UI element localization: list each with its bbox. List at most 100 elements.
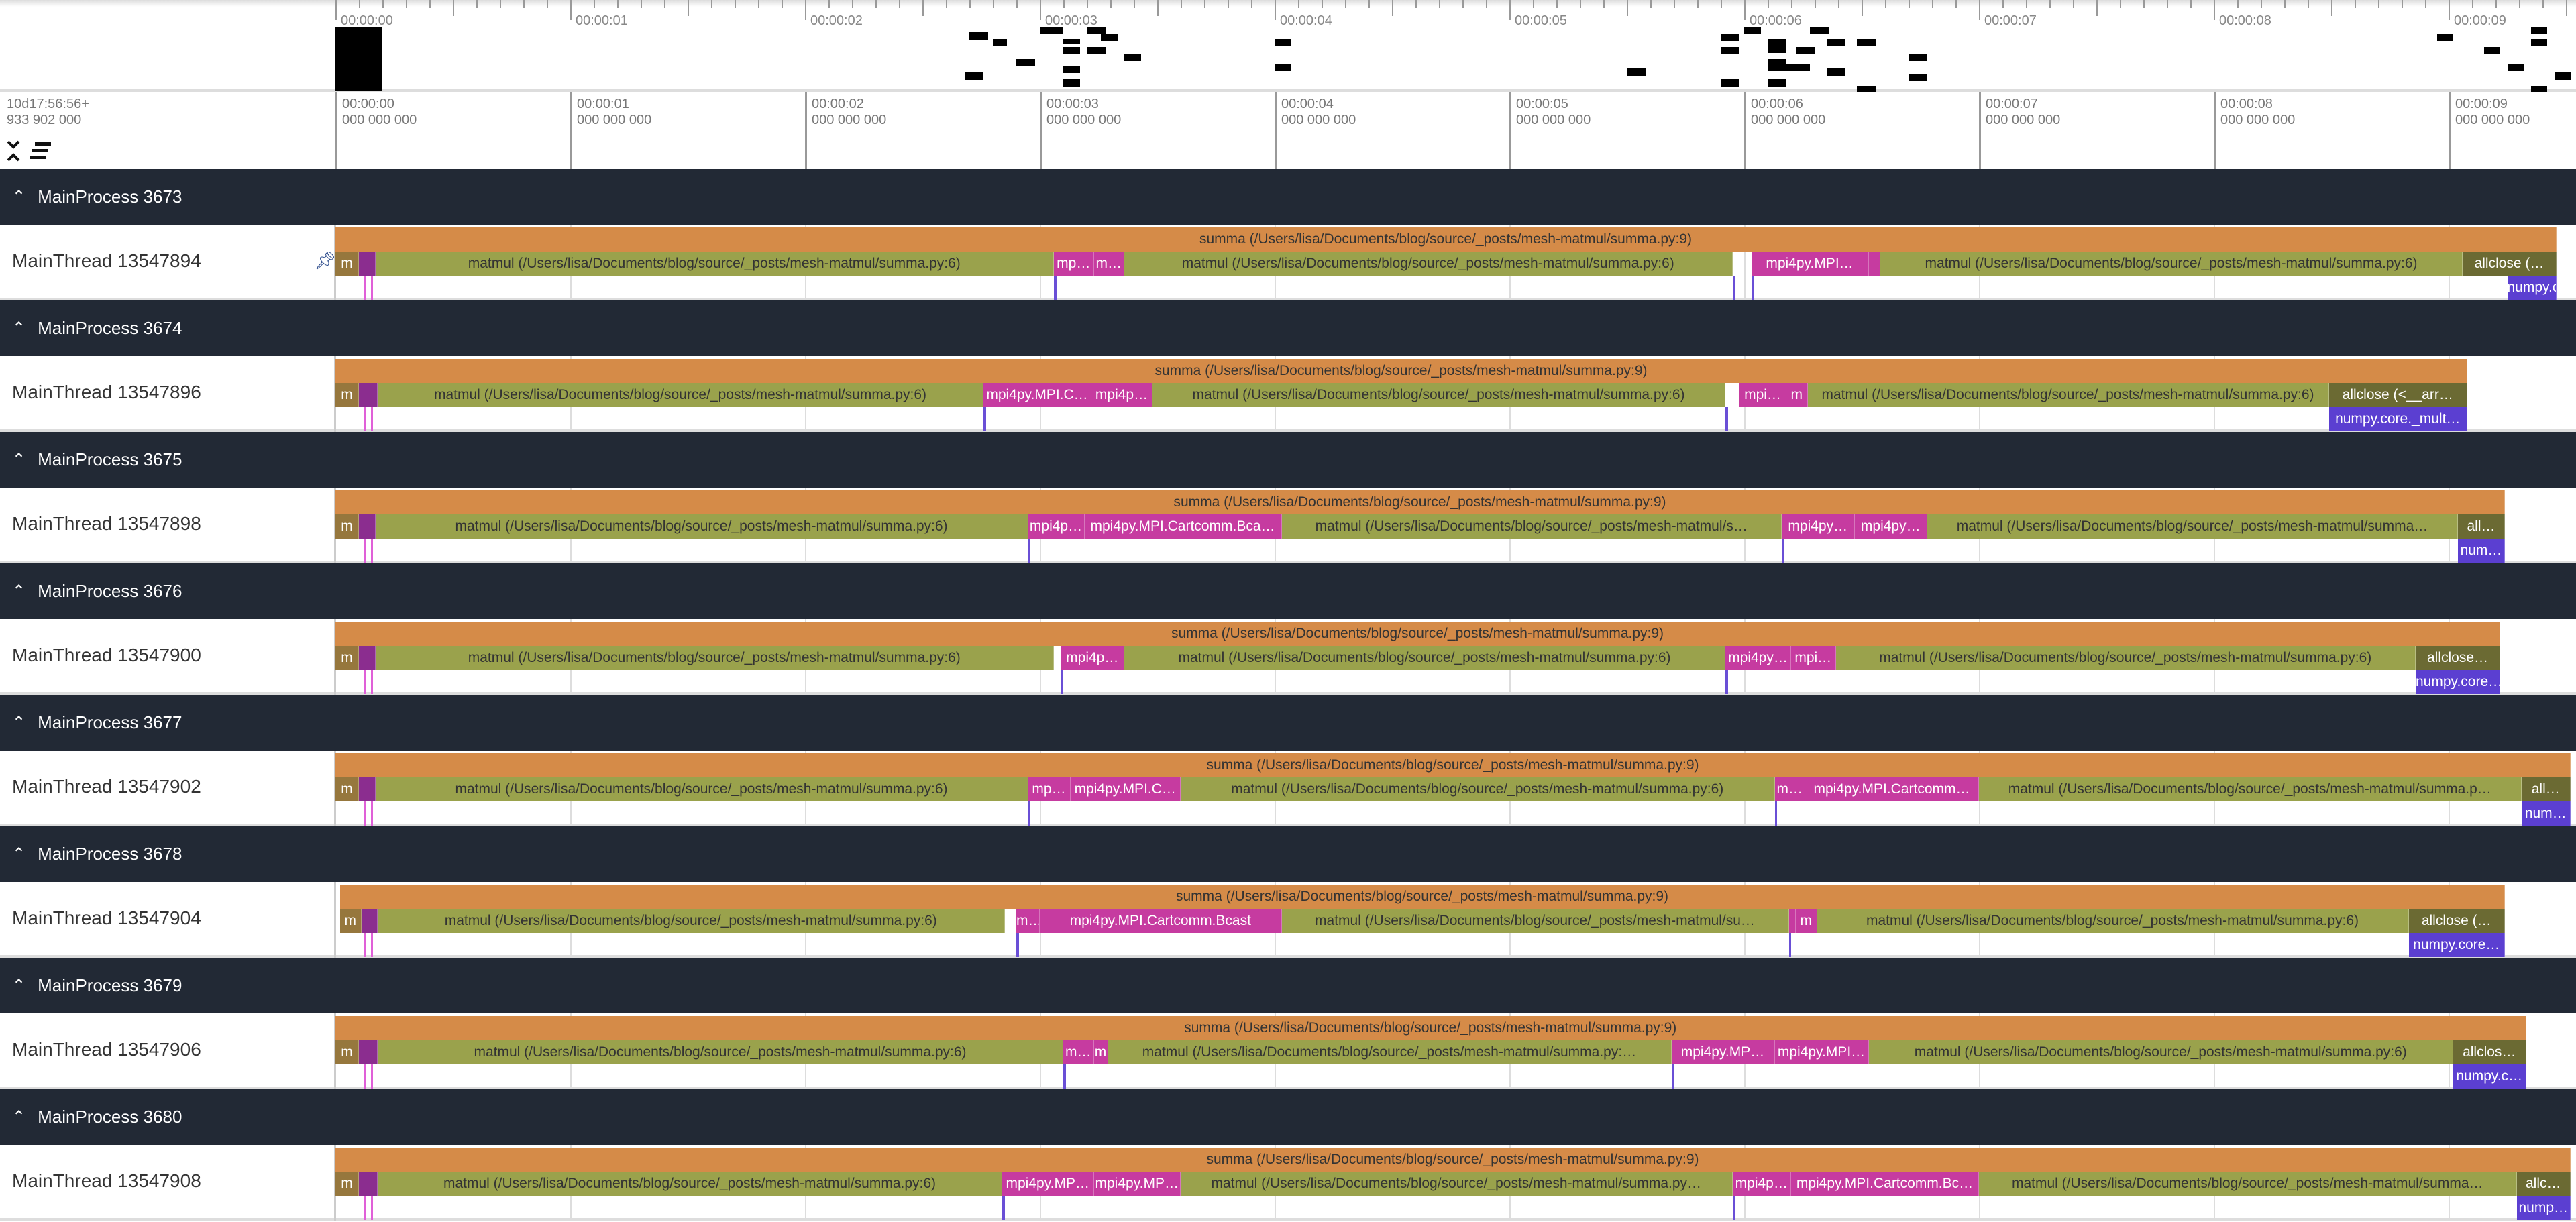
- flow-marker[interactable]: [1028, 801, 1030, 826]
- slice-allclose[interactable]: allclose (…: [2408, 909, 2505, 933]
- chevron-up-icon[interactable]: ⌃: [12, 714, 26, 732]
- chevron-up-icon[interactable]: ⌃: [12, 451, 26, 469]
- slice-matmul[interactable]: matmul (/Users/lisa/Documents/blog/sourc…: [1927, 514, 2458, 539]
- slice-numpy[interactable]: numpy.core…: [2416, 670, 2500, 694]
- chevron-up-icon[interactable]: ⌃: [12, 319, 26, 337]
- chevron-up-icon[interactable]: ⌃: [12, 845, 26, 863]
- process-header[interactable]: ⌃ MainProcess 3677: [0, 695, 2576, 751]
- thread-track[interactable]: MainThread 13547906 summa (/Users/lisa/Do…: [0, 1013, 2576, 1089]
- process-header[interactable]: ⌃ MainProcess 3680: [0, 1089, 2576, 1145]
- slice-summa[interactable]: summa (/Users/lisa/Documents/blog/source…: [335, 227, 2557, 252]
- slice-mpi[interactable]: mpi4py.MPI.C…: [983, 383, 1091, 407]
- flow-marker[interactable]: [983, 407, 986, 431]
- slice-matmul[interactable]: matmul (/Users/lisa/Documents/blog/sourc…: [1979, 777, 2522, 801]
- slice-m[interactable]: m: [335, 646, 359, 670]
- slice-allclose[interactable]: allclose (…: [2463, 252, 2557, 276]
- slice-mpi[interactable]: mpi4py.MPI.C…: [1070, 777, 1181, 801]
- slice-m[interactable]: m: [335, 1172, 359, 1196]
- flow-marker[interactable]: [1732, 276, 1735, 300]
- slice-matmul[interactable]: matmul (/Users/lisa/Documents/blog/sourc…: [1868, 1040, 2453, 1064]
- slice-mpi[interactable]: mpi4py…: [1725, 646, 1791, 670]
- slice-matmul[interactable]: matmul (/Users/lisa/Documents/blog/sourc…: [1108, 1040, 1672, 1064]
- slice-summa[interactable]: summa (/Users/lisa/Documents/blog/source…: [335, 1148, 2571, 1172]
- chevron-up-icon[interactable]: ⌃: [12, 1108, 26, 1126]
- overview-minimap[interactable]: 00:00:00 00:00:01 00:00:02 00:00:03 00:00:04…: [0, 0, 2576, 93]
- slice-mpi[interactable]: mpi4p…: [1028, 514, 1085, 539]
- flow-marker[interactable]: [1028, 539, 1030, 563]
- thread-track[interactable]: MainThread 13547896 summa (/Users/lisa/Do…: [0, 356, 2576, 432]
- expand-collapse-icon[interactable]: [5, 139, 21, 163]
- process-header[interactable]: ⌃ MainProcess 3679: [0, 958, 2576, 1013]
- chevron-up-icon[interactable]: ⌃: [12, 188, 26, 206]
- slice-dk[interactable]: [361, 909, 378, 933]
- chevron-up-icon[interactable]: ⌃: [12, 977, 26, 995]
- slice-matmul[interactable]: matmul (/Users/lisa/Documents/blog/sourc…: [375, 514, 1028, 539]
- flow-marker[interactable]: [1782, 539, 1784, 563]
- slice-mpi[interactable]: mpi4py…: [1782, 514, 1855, 539]
- slice-mpi[interactable]: mpi4p…: [1732, 1172, 1791, 1196]
- slice-matmul[interactable]: matmul (/Users/lisa/Documents/blog/sourc…: [378, 909, 1005, 933]
- slice-matmul[interactable]: matmul (/Users/lisa/Documents/blog/sourc…: [1817, 909, 2409, 933]
- slice-dk[interactable]: [359, 1172, 378, 1196]
- flow-marker[interactable]: [1054, 276, 1057, 300]
- slice-mpi[interactable]: [1868, 252, 1880, 276]
- slice-matmul[interactable]: matmul (/Users/lisa/Documents/blog/sourc…: [1181, 777, 1775, 801]
- process-header[interactable]: ⌃ MainProcess 3673: [0, 169, 2576, 225]
- slice-mpi[interactable]: mp…: [1054, 252, 1094, 276]
- chevron-up-icon[interactable]: ⌃: [12, 582, 26, 600]
- flow-marker[interactable]: [1725, 407, 1728, 431]
- slice-numpy[interactable]: nump…: [2516, 1196, 2571, 1220]
- slice-allclose[interactable]: all…: [2521, 777, 2571, 801]
- slice-summa[interactable]: summa (/Users/lisa/Documents/blog/source…: [335, 1016, 2526, 1040]
- slice-matmul[interactable]: matmul (/Users/lisa/Documents/blog/sourc…: [1281, 514, 1782, 539]
- slice-dk[interactable]: [359, 252, 376, 276]
- slice-matmul[interactable]: matmul (/Users/lisa/Documents/blog/sourc…: [378, 383, 983, 407]
- slice-mpi[interactable]: mpi4py.MPI.Cartcomm.Bca…: [1084, 514, 1282, 539]
- flow-marker[interactable]: [1002, 1196, 1005, 1220]
- thread-track[interactable]: MainThread 13547898 summa (/Users/lisa/Do…: [0, 488, 2576, 563]
- slice-matmul[interactable]: matmul (/Users/lisa/Documents/blog/sourc…: [1807, 383, 2329, 407]
- slice-allclose[interactable]: allclos…: [2453, 1040, 2526, 1064]
- slice-mpi[interactable]: m…: [1016, 909, 1040, 933]
- slice-matmul[interactable]: matmul (/Users/lisa/Documents/blog/sourc…: [375, 646, 1054, 670]
- slice-m[interactable]: m: [335, 514, 359, 539]
- slice-allclose[interactable]: allc…: [2516, 1172, 2571, 1196]
- slice-mpi[interactable]: m: [1786, 383, 1808, 407]
- slice-m[interactable]: m: [340, 909, 362, 933]
- slice-mpi[interactable]: mpi4py.MPI.Cartcomm…: [1805, 777, 1979, 801]
- slice-dk[interactable]: [359, 1040, 378, 1064]
- slice-numpy[interactable]: numpy.core…: [2507, 276, 2557, 300]
- slice-matmul[interactable]: matmul (/Users/lisa/Documents/blog/sourc…: [378, 1040, 1063, 1064]
- slice-dk[interactable]: [359, 514, 376, 539]
- thread-track[interactable]: MainThread 13547894 📌︎ summa (/Users/lisa/…: [0, 225, 2576, 300]
- slice-allclose[interactable]: allclose (<__arr…: [2328, 383, 2467, 407]
- slice-mpi[interactable]: mpi…: [1739, 383, 1786, 407]
- slice-summa[interactable]: summa (/Users/lisa/Documents/blog/source…: [340, 885, 2505, 909]
- slice-matmul[interactable]: matmul (/Users/lisa/Documents/blog/sourc…: [375, 777, 1028, 801]
- slice-matmul[interactable]: matmul (/Users/lisa/Documents/blog/sourc…: [1124, 646, 1725, 670]
- flow-marker[interactable]: [1061, 670, 1063, 694]
- slice-matmul[interactable]: matmul (/Users/lisa/Documents/blog/sourc…: [375, 252, 1054, 276]
- slice-numpy[interactable]: numpy.core._mult…: [2328, 407, 2467, 431]
- slice-matmul[interactable]: matmul (/Users/lisa/Documents/blog/sourc…: [1281, 909, 1789, 933]
- slice-m[interactable]: m: [335, 777, 359, 801]
- slice-mpi[interactable]: mpi4py.MP…: [1002, 1172, 1094, 1196]
- thread-track[interactable]: MainThread 13547902 summa (/Users/lisa/Do…: [0, 751, 2576, 826]
- process-header[interactable]: ⌃ MainProcess 3675: [0, 432, 2576, 488]
- slice-mpi[interactable]: m: [1796, 909, 1817, 933]
- flow-marker[interactable]: [1774, 801, 1777, 826]
- flow-marker[interactable]: [1063, 1064, 1066, 1089]
- thread-track[interactable]: MainThread 13547908 summa (/Users/lisa/Do…: [0, 1145, 2576, 1221]
- slice-mpi[interactable]: mpi4p…: [1091, 383, 1152, 407]
- slice-dk[interactable]: [359, 383, 378, 407]
- slice-numpy[interactable]: numpy.core…: [2408, 933, 2505, 957]
- slice-matmul[interactable]: matmul (/Users/lisa/Documents/blog/sourc…: [1880, 252, 2463, 276]
- slice-m[interactable]: m: [335, 252, 359, 276]
- flow-marker[interactable]: [1788, 933, 1791, 957]
- slice-mpi[interactable]: mpi4py.MPI.Cartcomm.Bc…: [1791, 1172, 1979, 1196]
- slice-mpi[interactable]: [1788, 909, 1796, 933]
- thread-track[interactable]: MainThread 13547904 summa (/Users/lisa/Do…: [0, 882, 2576, 958]
- slice-mpi[interactable]: mpi…: [1791, 646, 1836, 670]
- slice-mpi[interactable]: mpi4py.MPI…: [1774, 1040, 1869, 1064]
- thread-track[interactable]: MainThread 13547900 summa (/Users/lisa/Do…: [0, 619, 2576, 695]
